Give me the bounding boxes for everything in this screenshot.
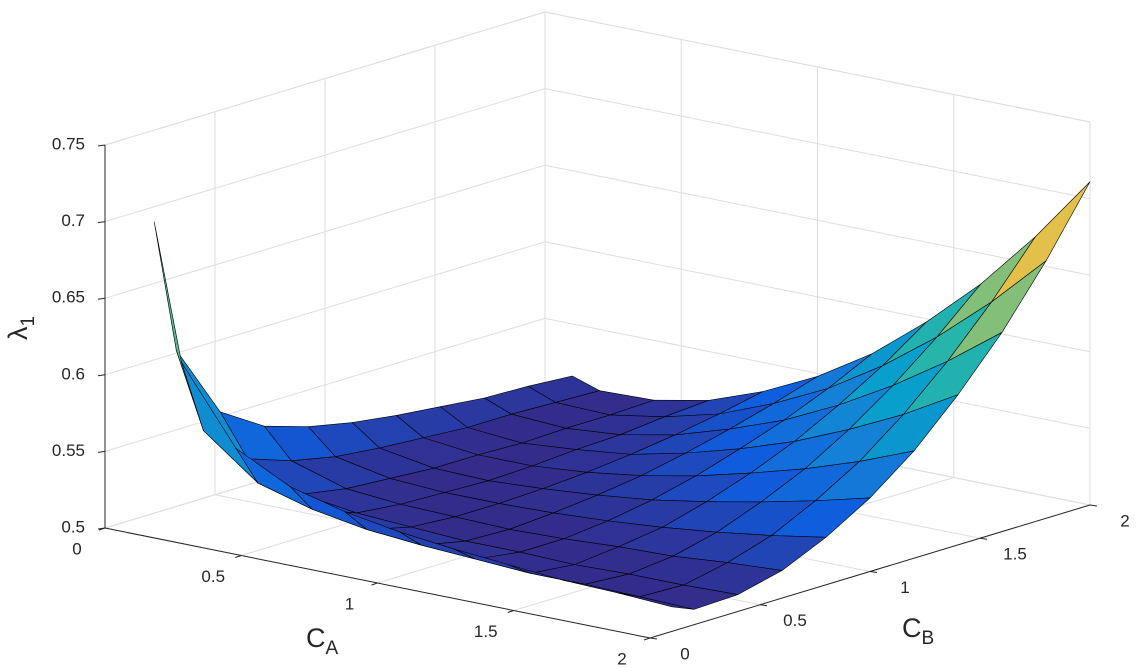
y-tick	[759, 604, 768, 607]
z-tick	[97, 450, 106, 453]
x-tick	[371, 582, 378, 586]
grid-line	[544, 317, 1091, 429]
x-tick-label: 1	[345, 594, 354, 613]
surface-face	[175, 349, 248, 460]
z-tick-label: 0.55	[52, 441, 85, 460]
y-tick	[649, 637, 658, 640]
grid-line	[544, 11, 1091, 123]
grid-line	[544, 88, 1091, 200]
grid-line	[104, 317, 546, 452]
y-tick	[869, 571, 878, 573]
z-tick-label: 0.75	[52, 134, 85, 153]
grid-line	[104, 88, 546, 223]
surface-face	[617, 592, 695, 610]
grid-line	[544, 164, 1091, 276]
x-axis-label-sub: A	[326, 638, 339, 659]
y-axis-label: CB	[902, 613, 934, 649]
y-tick-label: 2	[1120, 511, 1129, 530]
x-tick	[507, 610, 514, 613]
y-axis-label-sub: B	[922, 628, 935, 649]
grid-line	[104, 164, 546, 299]
z-tick-label: 0.6	[61, 364, 85, 383]
z-tick	[97, 221, 106, 224]
y-tick-label: 0	[680, 644, 689, 663]
x-tick-label: 1.5	[474, 622, 498, 641]
x-tick	[235, 555, 242, 558]
z-tick	[97, 144, 106, 147]
grid-line	[104, 11, 546, 146]
z-axis-label-sub: 1	[18, 316, 39, 327]
surface-face	[991, 181, 1091, 303]
y-tick	[979, 537, 988, 540]
x-tick-label: 0.5	[201, 567, 225, 586]
z-axis-label: λ1	[3, 316, 39, 340]
y-tick-label: 1.5	[1003, 545, 1027, 564]
z-tick-label: 0.5	[61, 517, 85, 536]
z-tick-label: 0.65	[52, 288, 85, 307]
y-axis-label-base: C	[902, 613, 922, 643]
z-tick	[97, 374, 106, 377]
z-axis-label-base: λ	[3, 326, 33, 340]
y-tick-label: 0.5	[783, 611, 807, 630]
z-tick-label: 0.7	[61, 211, 85, 230]
z-tick	[97, 527, 106, 530]
z-tick	[97, 297, 106, 300]
x-tick-label: 2	[617, 649, 626, 668]
x-tick	[643, 637, 651, 641]
y-tick	[1089, 504, 1098, 507]
x-tick-label: 0	[72, 539, 81, 558]
x-axis-label: CA	[306, 623, 339, 659]
y-tick-label: 1	[900, 578, 909, 597]
x-axis-label-base: C	[306, 623, 326, 653]
